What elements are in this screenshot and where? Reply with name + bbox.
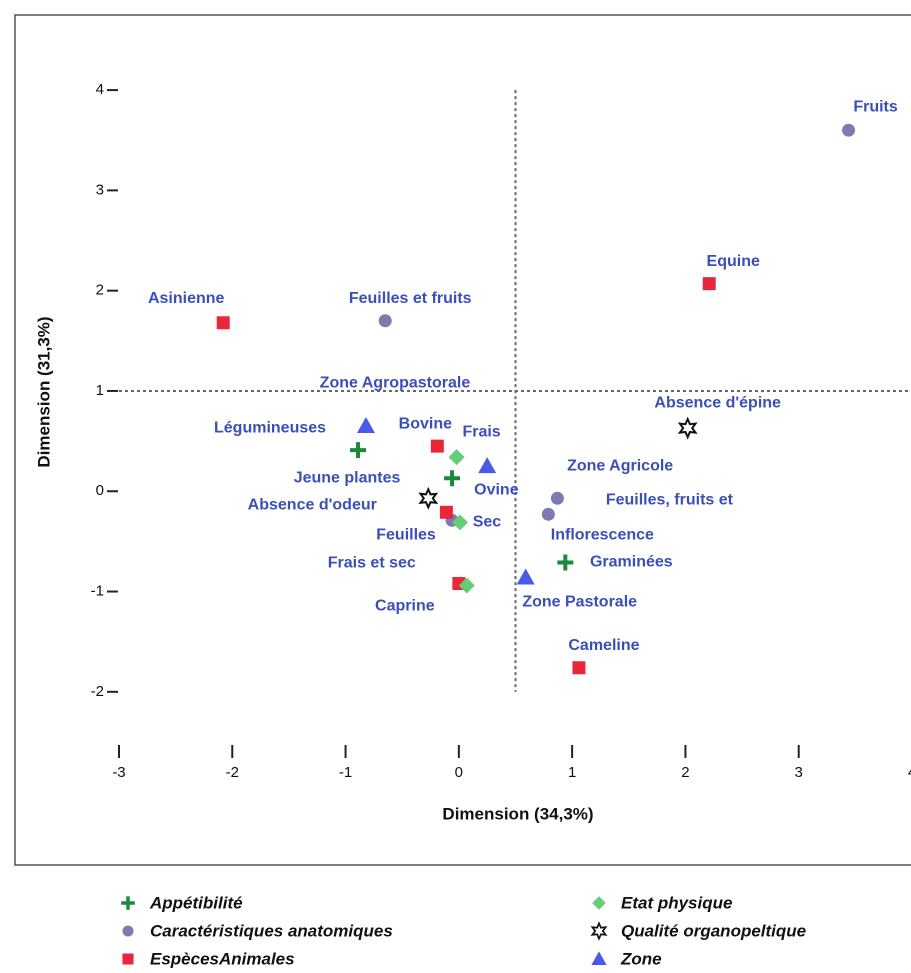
y-tick-label: 1 [96, 382, 104, 399]
point [216, 316, 230, 330]
x-tick-label: -1 [339, 764, 352, 781]
point-label: Graminées [590, 554, 673, 571]
point-label: Légumineuses [214, 419, 326, 436]
point-label: Inflorescence [551, 527, 654, 544]
point [378, 314, 392, 328]
point-label: Frais et sec [328, 555, 416, 572]
x-tick-label: 4 [908, 764, 911, 781]
x-tick-label: -3 [112, 764, 125, 781]
legend-marker [592, 896, 606, 910]
point [550, 491, 564, 505]
point [444, 470, 461, 487]
point-label: Feuilles et fruits [349, 290, 472, 307]
legend: Appétibilité Caractéristiques anatomiques… [121, 893, 806, 968]
point-label: Asinienne [148, 290, 225, 307]
point [541, 507, 555, 521]
point [430, 439, 444, 453]
y-tick-label: -1 [91, 583, 104, 600]
point [350, 442, 367, 459]
point-label: Equine [707, 253, 760, 270]
point-label: Bovine [399, 415, 452, 432]
x-tick-label: 0 [455, 764, 463, 781]
point [418, 486, 439, 510]
point [458, 577, 475, 594]
point-label: Absence d'épine [654, 394, 781, 411]
point-label: Zone Agropastorale [320, 374, 471, 391]
y-tick-label: 3 [96, 181, 104, 198]
point-label: Zone Pastorale [522, 594, 637, 611]
point [478, 457, 497, 474]
point [842, 123, 856, 137]
legend-label: Zone [620, 949, 662, 968]
x-tick-label: 3 [795, 764, 803, 781]
point-label: Frais [462, 423, 500, 440]
legend-label: Caractéristiques anatomiques [150, 921, 393, 940]
y-tick-label: 4 [96, 81, 104, 98]
point-label: Fruits [853, 98, 898, 115]
point-label: Feuilles [376, 527, 436, 544]
point-label: Caprine [375, 598, 435, 615]
point [451, 514, 468, 531]
point [702, 277, 716, 291]
point [439, 505, 453, 519]
legend-label: Etat physique [621, 893, 732, 912]
x-tick-label: 1 [568, 764, 576, 781]
point [572, 661, 586, 675]
legend-marker [591, 951, 607, 965]
x-axis-title: Dimension (34,3%) [442, 804, 593, 823]
point-label: Zone Agricole [567, 457, 673, 474]
plot-frame [14, 14, 911, 866]
point-label: Absence d'odeur [248, 496, 377, 513]
legend-marker [590, 921, 608, 941]
x-tick-label: 2 [681, 764, 689, 781]
point-label: Jeune plantes [294, 469, 401, 486]
point [356, 417, 375, 434]
point [557, 554, 574, 571]
point-label: Cameline [568, 637, 639, 654]
point-label: Feuilles, fruits et [606, 491, 734, 508]
point [677, 416, 698, 440]
legend-label: Qualité organopeltique [621, 921, 806, 940]
point [516, 568, 535, 585]
legend-marker [122, 925, 134, 937]
y-tick-label: -2 [91, 683, 104, 700]
legend-label: EspècesAnimales [150, 949, 295, 968]
legend-marker [121, 896, 135, 910]
point [448, 449, 465, 466]
x-tick-label: -2 [226, 764, 239, 781]
point-label: Ovine [474, 482, 519, 499]
y-tick-label: 2 [96, 282, 104, 299]
y-axis-title: Dimension (31,3%) [34, 316, 53, 467]
point-label: Sec [473, 514, 502, 531]
y-tick-label: 0 [96, 482, 104, 499]
legend-label: Appétibilité [149, 893, 243, 912]
legend-marker [122, 953, 134, 965]
